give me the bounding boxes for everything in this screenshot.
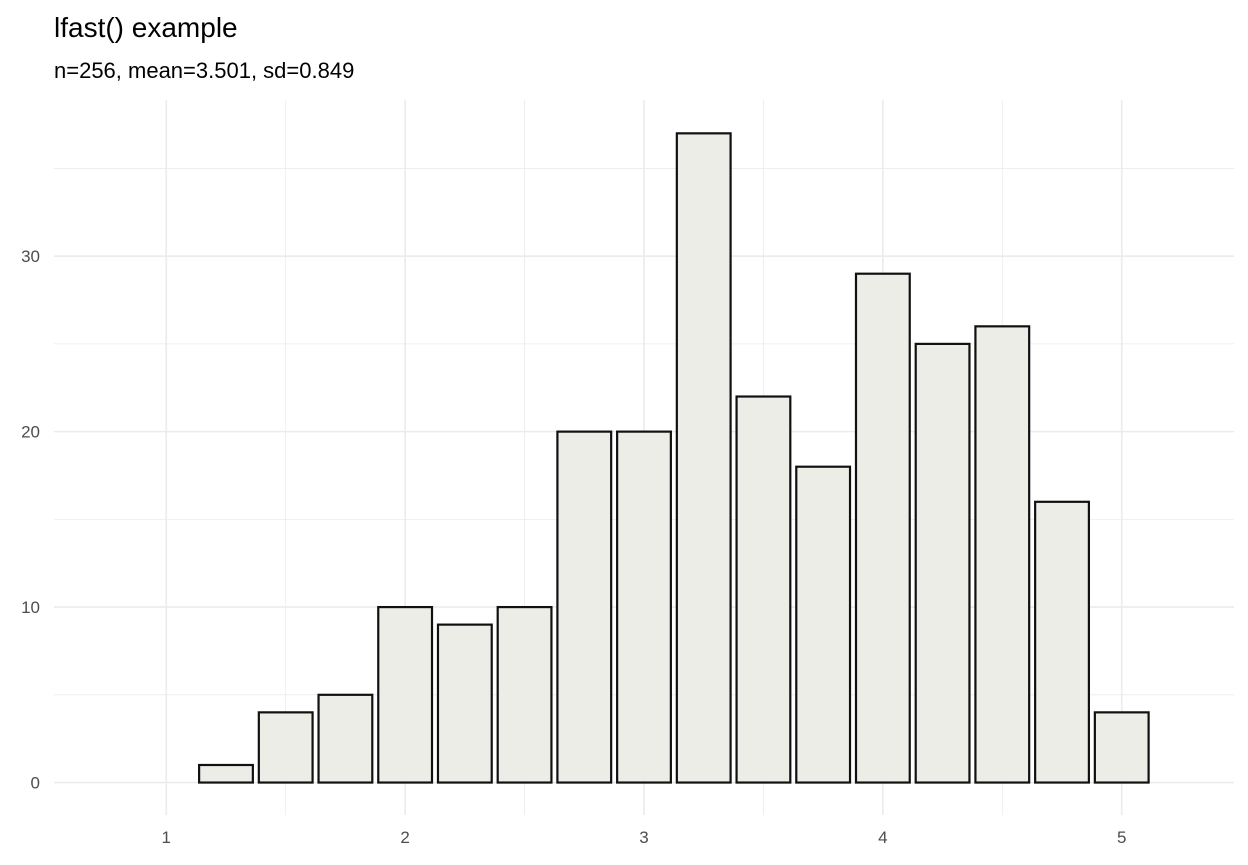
histogram-bar: [675, 132, 732, 784]
y-tick-label: 30: [21, 247, 40, 266]
x-tick-label: 3: [639, 828, 648, 847]
y-tick-label: 20: [21, 423, 40, 442]
histogram-bar: [556, 430, 613, 784]
x-tick-label: 2: [400, 828, 409, 847]
histogram-bar: [914, 342, 971, 784]
histogram-bar: [616, 430, 672, 784]
y-tick-label: 0: [31, 774, 40, 793]
y-tick-label: 10: [21, 598, 40, 617]
histogram-bar: [1034, 500, 1090, 784]
histogram-bar: [974, 325, 1031, 784]
x-tick-label: 5: [1117, 828, 1126, 847]
chart-subtitle: n=256, mean=3.501, sd=0.849: [54, 58, 355, 83]
histogram-bar: [795, 465, 852, 784]
x-tick-label: 4: [878, 828, 887, 847]
histogram-bar: [436, 623, 493, 784]
histogram-bar: [496, 605, 553, 784]
histogram-bar: [854, 272, 911, 784]
histogram-bar: [1093, 711, 1150, 784]
histogram-bar: [257, 711, 314, 784]
histogram-bar: [198, 763, 254, 784]
histogram-bar: [377, 605, 434, 784]
chart-title: lfast() example: [54, 12, 238, 43]
x-tick-label: 1: [162, 828, 171, 847]
histogram-bar: [735, 395, 792, 784]
histogram-bar: [317, 693, 374, 784]
